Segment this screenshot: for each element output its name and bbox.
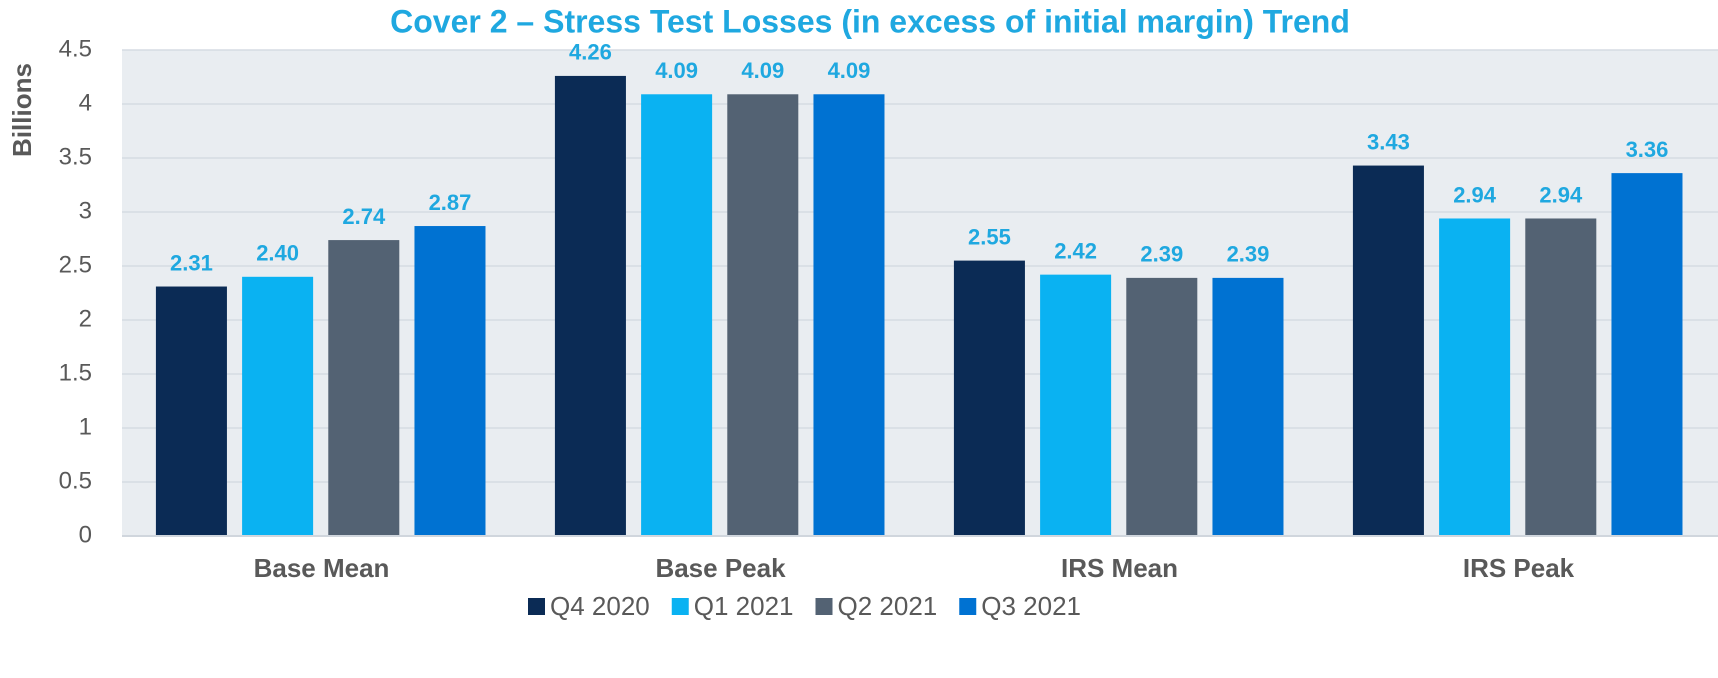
value-label: 2.42 <box>1054 238 1097 263</box>
value-label: 3.36 <box>1626 137 1669 162</box>
legend-label: Q2 2021 <box>838 591 938 621</box>
y-tick-label: 4.5 <box>59 35 92 62</box>
bar <box>727 94 799 536</box>
bar <box>1439 218 1511 537</box>
value-label: 2.94 <box>1539 182 1583 207</box>
value-label: 2.31 <box>170 250 213 275</box>
legend-label: Q1 2021 <box>694 591 794 621</box>
legend-swatch <box>671 598 689 615</box>
value-label: 2.39 <box>1140 242 1183 267</box>
y-tick-label: 1 <box>79 413 92 440</box>
bar <box>328 240 400 536</box>
bar <box>242 276 314 536</box>
y-tick-label: 4 <box>79 89 92 116</box>
value-label: 4.09 <box>741 58 784 83</box>
legend-label: Q3 2021 <box>981 591 1081 621</box>
y-tick-label: 3 <box>79 197 92 224</box>
bar <box>1525 218 1597 537</box>
y-tick-label: 2.5 <box>59 251 92 278</box>
value-label: 2.40 <box>256 241 299 266</box>
value-label: 2.87 <box>429 190 472 215</box>
y-tick-label: 1.5 <box>59 359 92 386</box>
bar <box>1126 277 1198 536</box>
chart-title: Cover 2 – Stress Test Losses (in excess … <box>390 3 1350 39</box>
y-tick-label: 0 <box>79 521 92 548</box>
y-tick-label: 2 <box>79 305 92 332</box>
bar <box>1212 277 1284 536</box>
x-tick-label: IRS Peak <box>1463 553 1575 583</box>
legend-swatch <box>959 598 977 615</box>
legend-label: Q4 2020 <box>550 591 650 621</box>
legend-swatch <box>815 598 833 615</box>
x-tick-label: Base Peak <box>655 553 786 583</box>
value-label: 2.39 <box>1227 242 1270 267</box>
x-tick-label: IRS Mean <box>1061 553 1178 583</box>
x-tick-label: Base Mean <box>254 553 390 583</box>
y-tick-label: 0.5 <box>59 467 92 494</box>
y-tick-label: 3.5 <box>59 143 92 170</box>
bar <box>414 226 486 537</box>
bar <box>1352 165 1424 536</box>
bar <box>813 94 885 536</box>
bar <box>554 75 626 537</box>
value-label: 2.55 <box>968 224 1011 249</box>
value-label: 4.26 <box>569 40 612 65</box>
value-label: 4.09 <box>828 58 871 83</box>
y-axis-label: Billions <box>7 63 37 157</box>
value-label: 2.94 <box>1453 182 1497 207</box>
bar <box>155 286 227 536</box>
value-label: 4.09 <box>655 58 698 83</box>
legend-swatch <box>528 598 545 615</box>
bar <box>1040 274 1112 536</box>
value-label: 2.74 <box>342 204 386 229</box>
bar <box>641 94 713 536</box>
bar <box>1611 173 1683 536</box>
bar <box>953 260 1025 536</box>
value-label: 3.43 <box>1367 129 1410 154</box>
